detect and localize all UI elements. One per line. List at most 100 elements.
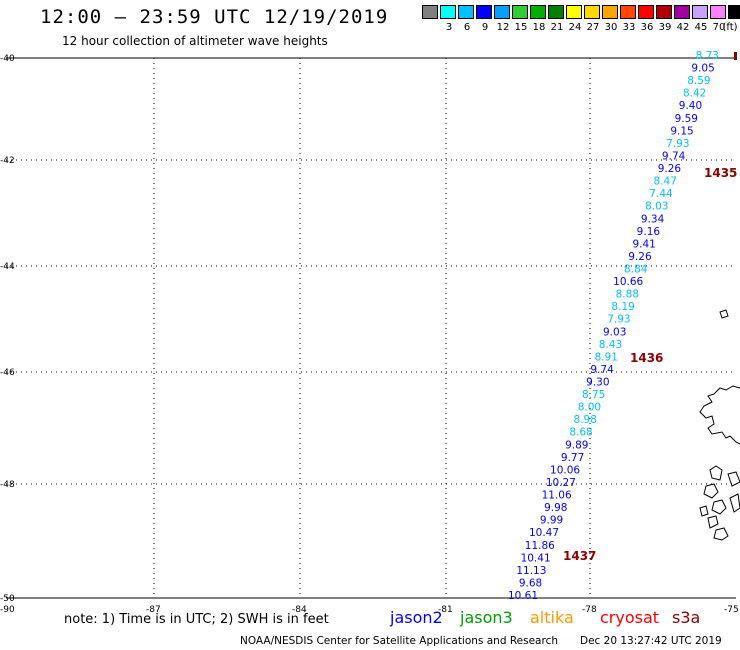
scale-tick-label: 70 (712, 22, 726, 33)
lat-tick-label: -44 (0, 262, 15, 272)
lon-tick-label: -84 (292, 605, 307, 615)
wave-height-label: 11.06 (542, 490, 572, 502)
scale-tick-label: 6 (463, 22, 471, 33)
wave-height-label: 10.47 (529, 527, 559, 539)
satellite-legend-item: jason2 (390, 608, 443, 627)
scale-unit-label: (ft) (722, 22, 738, 33)
lon-tick-label: -78 (582, 605, 597, 615)
coastline (699, 385, 740, 445)
wave-height-label: 8.68 (569, 427, 592, 439)
wave-height-label: 8.00 (578, 402, 601, 414)
wave-height-label: 9.99 (540, 515, 563, 527)
wave-height-label: 9.16 (637, 226, 661, 238)
wave-height-label: 9.74 (662, 150, 686, 162)
scale-swatch (620, 5, 636, 19)
wave-height-label: 9.68 (519, 577, 542, 589)
footer-timestamp: Dec 20 13:27:42 UTC 2019 (580, 635, 722, 647)
scale-tick-label: 21 (550, 22, 564, 33)
wave-height-label: 9.26 (628, 251, 652, 263)
time-label: 1436 (630, 351, 663, 365)
scale-tick-label: 15 (514, 22, 528, 33)
wave-height-label: 10.27 (546, 477, 576, 489)
scale-swatch (710, 5, 726, 19)
time-label: 1437 (563, 549, 596, 563)
page-subtitle: 12 hour collection of altimeter wave hei… (62, 34, 328, 48)
page-title: 12:00 – 23:59 UTC 12/19/2019 (40, 6, 389, 28)
scale-swatch (692, 5, 708, 19)
scale-swatch (656, 5, 672, 19)
coastline-island (719, 309, 729, 319)
scale-swatch (440, 5, 456, 19)
wave-height-label: 7.93 (666, 138, 689, 150)
coastline-island (707, 515, 719, 529)
scale-swatch (566, 5, 582, 19)
wave-height-label: 9.26 (658, 163, 682, 175)
scale-swatch (530, 5, 546, 19)
scale-tick-label: 33 (622, 22, 636, 33)
wave-height-label: 11.13 (516, 565, 546, 577)
wave-height-label: 8.75 (582, 389, 605, 401)
wave-height-label: 9.03 (603, 326, 626, 338)
satellite-legend-item: cryosat (600, 608, 660, 627)
footer-credit: NOAA/NESDIS Center for Satellite Applica… (240, 635, 558, 647)
legend-note: note: 1) Time is in UTC; 2) SWH is in fe… (64, 612, 329, 627)
wave-height-label: 8.73 (696, 50, 719, 62)
wave-height-label: 11.86 (525, 540, 555, 552)
satellite-legend-item: s3a (672, 608, 701, 627)
satellite-legend-item: altika (530, 608, 574, 627)
wave-height-label: 8.84 (624, 263, 648, 275)
scale-tick-label: 30 (604, 22, 618, 33)
coastline-island (729, 493, 740, 513)
scale-tick-label: 9 (481, 22, 489, 33)
scale-swatch (674, 5, 690, 19)
scale-swatch (602, 5, 618, 19)
coastline-island (699, 505, 709, 517)
lat-tick-label: -42 (0, 156, 15, 166)
wave-height-label: 8.19 (611, 301, 634, 313)
wave-height-label: 9.34 (641, 213, 665, 225)
wave-height-label: 9.59 (675, 113, 698, 125)
wave-height-label: 9.98 (544, 502, 567, 514)
wave-height-label: 9.30 (586, 377, 609, 389)
scale-swatch (638, 5, 654, 19)
scale-swatch (728, 5, 740, 19)
coastline-island (703, 483, 719, 499)
scale-tick-label: 42 (676, 22, 690, 33)
wave-height-label: 9.41 (632, 238, 655, 250)
scale-swatch (476, 5, 492, 19)
wave-height-label: 8.47 (654, 176, 677, 188)
scale-tick-label: 39 (658, 22, 672, 33)
time-label-marker (734, 52, 737, 60)
scale-tick-label: 12 (496, 22, 510, 33)
lon-tick-label: -90 (0, 605, 15, 615)
wave-height-label: 7.93 (607, 314, 630, 326)
coastline-island (709, 465, 723, 481)
lat-tick-label: -48 (0, 480, 15, 490)
wave-height-label: 8.98 (574, 414, 597, 426)
scale-swatch (422, 5, 438, 19)
scale-tick-label: 36 (640, 22, 654, 33)
satellite-legend-item: jason3 (460, 608, 513, 627)
wave-height-label: 9.15 (670, 125, 693, 137)
scale-swatch (458, 5, 474, 19)
lon-tick-label: -87 (146, 605, 161, 615)
wave-height-label: 8.03 (645, 201, 668, 213)
lat-tick-label: -40 (0, 54, 15, 64)
scale-tick-label: 3 (445, 22, 453, 33)
wave-height-label: 7.44 (649, 188, 673, 200)
wave-height-label: 9.89 (565, 439, 588, 451)
wave-height-label: 9.74 (590, 364, 614, 376)
scale-swatch (584, 5, 600, 19)
scale-swatch (512, 5, 528, 19)
coastline-island (711, 499, 727, 515)
wave-height-label: 8.91 (595, 351, 618, 363)
wave-height-label: 8.43 (599, 339, 622, 351)
scale-tick-label: 24 (568, 22, 582, 33)
lat-tick-label: -46 (0, 368, 15, 378)
wave-height-label: 8.59 (687, 75, 710, 87)
coastline-island (713, 527, 729, 541)
wave-height-label: 10.41 (521, 552, 551, 564)
lon-tick-label: -75 (724, 605, 739, 615)
wave-height-label: 8.42 (683, 88, 706, 100)
